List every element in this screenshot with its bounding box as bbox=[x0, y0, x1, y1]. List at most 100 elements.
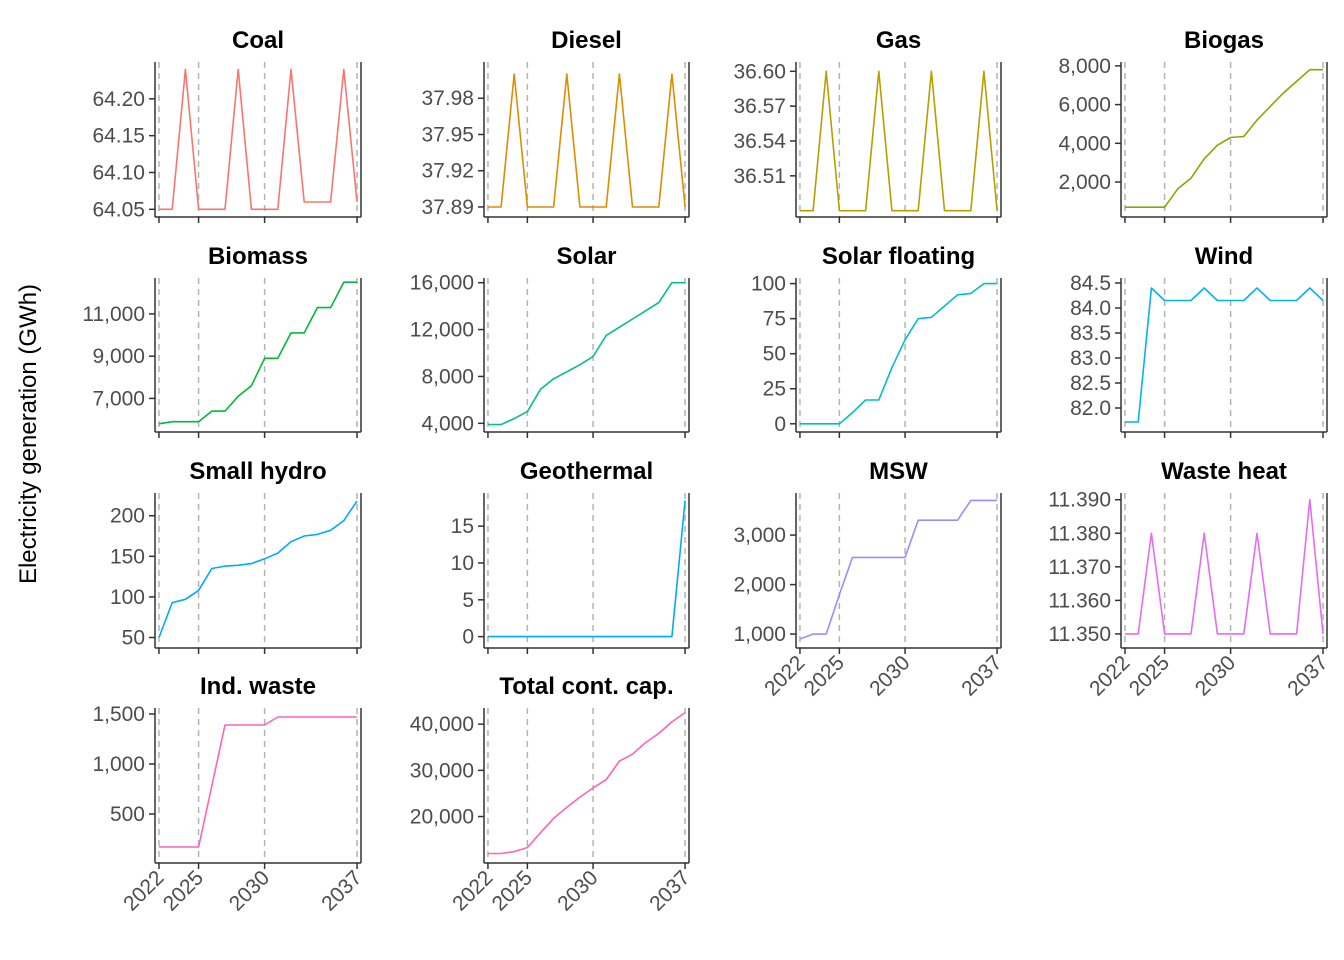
y-tick-label: 20,000 bbox=[410, 806, 474, 829]
panel-gas: Gas 36.51 36.54 36.57 36.60 bbox=[733, 27, 1002, 223]
y-tick-label: 9,000 bbox=[92, 345, 145, 368]
y-tick-label: 15 bbox=[451, 515, 474, 538]
series-line bbox=[799, 70, 998, 212]
y-tick-label: 11.360 bbox=[1048, 589, 1111, 612]
y-tick-label: 11.380 bbox=[1048, 522, 1111, 545]
y-tick-label: 7,000 bbox=[92, 387, 145, 410]
y-tick-label: 25 bbox=[763, 378, 786, 401]
panel-title: Waste heat bbox=[1161, 458, 1287, 485]
y-tick-label: 11.390 bbox=[1048, 489, 1111, 512]
y-tick-label: 11.370 bbox=[1048, 556, 1111, 579]
x-tick-label: 2025 bbox=[800, 651, 849, 700]
y-tick-label: 36.57 bbox=[733, 95, 786, 118]
y-tick-label: 82.0 bbox=[1070, 397, 1111, 420]
y-tick-label: 84.5 bbox=[1070, 272, 1111, 295]
series-line bbox=[158, 500, 358, 638]
x-tick-label: 2030 bbox=[225, 866, 274, 915]
series-line bbox=[159, 68, 358, 211]
panel-solar: Solar 4,000 8,000 12,000 16,000 bbox=[410, 243, 690, 438]
y-tick-label: 2,000 bbox=[733, 574, 786, 597]
y-tick-label: 83.5 bbox=[1070, 322, 1111, 345]
x-tick-label: 2022 bbox=[119, 866, 168, 915]
x-tick-label: 2030 bbox=[1191, 651, 1240, 700]
x-tick-label: 2030 bbox=[553, 866, 602, 915]
y-tick-label: 4,000 bbox=[421, 412, 474, 435]
panel-wind: Wind 82.082.583.083.584.084.5 bbox=[1070, 243, 1328, 438]
panel-title: Gas bbox=[876, 27, 921, 54]
y-tick-label: 1,000 bbox=[733, 623, 786, 646]
x-tick-label: 2037 bbox=[317, 866, 366, 915]
y-tick-label: 36.60 bbox=[733, 60, 786, 83]
x-tick-label: 2030 bbox=[865, 651, 914, 700]
y-tick-label: 3,000 bbox=[733, 524, 786, 547]
x-tick-label: 2037 bbox=[645, 866, 694, 915]
series-line bbox=[799, 282, 998, 425]
y-tick-label: 8,000 bbox=[421, 365, 474, 388]
y-tick-label: 4,000 bbox=[1058, 132, 1111, 155]
series-line bbox=[1125, 68, 1323, 208]
panel-diesel: Diesel 37.89 37.92 37.95 37.98 bbox=[421, 27, 690, 223]
y-tick-label: 83.0 bbox=[1070, 347, 1111, 370]
y-tick-label: 64.20 bbox=[92, 88, 145, 111]
series-line bbox=[799, 499, 998, 640]
y-tick-label: 0 bbox=[462, 626, 474, 649]
y-tick-label: 200 bbox=[110, 505, 145, 528]
y-tick-label: 37.95 bbox=[421, 123, 474, 146]
series-line bbox=[159, 716, 357, 848]
panel-total-cont-cap: Total cont. cap.20,00030,00040,000202220… bbox=[410, 673, 695, 916]
x-tick-label: 2022 bbox=[448, 866, 497, 915]
y-axis-label: Electricity generation (GWh) bbox=[15, 284, 42, 584]
panel-title: Biomass bbox=[208, 243, 308, 270]
y-tick-label: 16,000 bbox=[410, 272, 474, 295]
panel-title: Diesel bbox=[551, 27, 622, 54]
y-tick-label: 500 bbox=[110, 803, 145, 826]
panel-title: Total cont. cap. bbox=[499, 673, 673, 700]
x-tick-label: 2022 bbox=[1085, 651, 1134, 700]
panel-waste-heat: Waste heat 11.350 11.360 11.370 11.380 11.390… bbox=[1048, 458, 1332, 701]
y-tick-label: 50 bbox=[122, 627, 145, 650]
x-tick-label: 2025 bbox=[159, 866, 208, 915]
y-tick-label: 50 bbox=[763, 343, 786, 366]
panel-title: Solar bbox=[556, 243, 616, 270]
panel-small-hydro: Small hydro 50 100 150 200 bbox=[110, 458, 362, 654]
y-tick-label: 6,000 bbox=[1058, 94, 1111, 117]
y-tick-label: 10 bbox=[451, 552, 474, 575]
panel-title: Wind bbox=[1195, 243, 1253, 270]
panel-solar-floating: Solar floating 0 25 50 75 100 bbox=[751, 243, 1002, 438]
y-tick-label: 64.10 bbox=[92, 161, 145, 184]
series-line bbox=[1125, 498, 1324, 635]
y-tick-label: 37.89 bbox=[421, 196, 474, 219]
x-tick-label: 2037 bbox=[957, 651, 1006, 700]
y-tick-label: 11.350 bbox=[1048, 623, 1111, 646]
series-line bbox=[1125, 287, 1324, 423]
series-line bbox=[487, 500, 686, 638]
panel-title: Biogas bbox=[1184, 27, 1264, 54]
y-tick-label: 30,000 bbox=[410, 759, 474, 782]
y-tick-label: 37.98 bbox=[421, 87, 474, 110]
y-tick-label: 40,000 bbox=[410, 713, 474, 736]
y-tick-label: 11,000 bbox=[82, 303, 145, 326]
series-line bbox=[487, 711, 686, 855]
panel-title: Geothermal bbox=[520, 458, 653, 485]
y-tick-label: 84.0 bbox=[1070, 297, 1111, 320]
panel-geothermal: Geothermal 0 5 10 15 bbox=[451, 458, 690, 654]
x-tick-label: 2025 bbox=[488, 866, 537, 915]
y-tick-label: 12,000 bbox=[410, 319, 474, 342]
y-tick-label: 150 bbox=[110, 545, 145, 568]
series-line bbox=[158, 281, 357, 425]
y-tick-label: 1,500 bbox=[92, 703, 145, 726]
y-tick-label: 36.54 bbox=[733, 130, 786, 153]
x-tick-label: 2037 bbox=[1283, 651, 1332, 700]
panel-title: MSW bbox=[869, 458, 928, 485]
panel-coal: Coal 64.05 64.10 64.15 64.20 bbox=[92, 27, 362, 223]
panel-biomass: Biomass 7,000 9,000 11,000 bbox=[82, 243, 362, 438]
y-tick-label: 0 bbox=[774, 413, 786, 436]
y-tick-label: 5 bbox=[462, 589, 474, 612]
panel-biogas: Biogas 2,000 4,000 6,000 8,000 bbox=[1058, 27, 1328, 223]
y-tick-label: 37.92 bbox=[421, 160, 474, 183]
series-line bbox=[487, 281, 686, 426]
y-tick-label: 36.51 bbox=[733, 165, 786, 188]
